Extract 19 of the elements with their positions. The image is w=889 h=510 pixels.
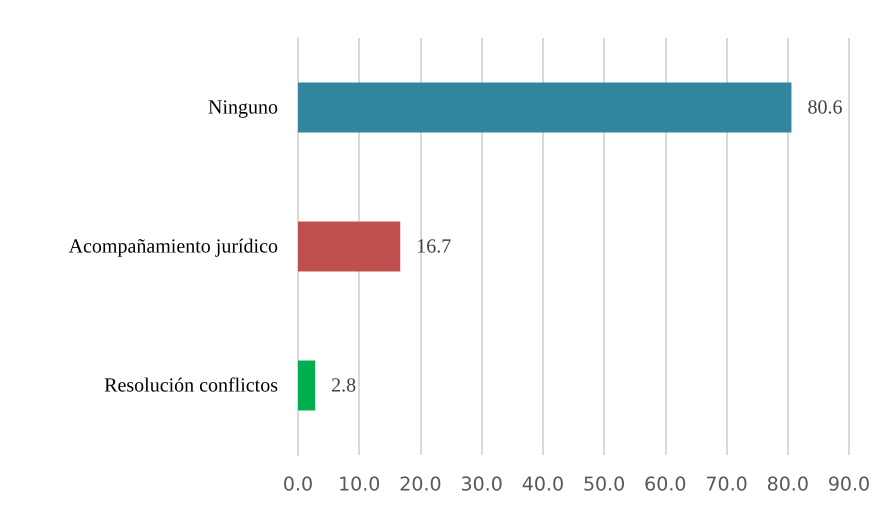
- x-tick-label: 10.0: [338, 474, 380, 496]
- x-tick-label: 90.0: [828, 474, 870, 496]
- x-tick-label: 50.0: [582, 474, 626, 496]
- data-label: 80.6: [807, 96, 842, 118]
- x-tick-label: 0.0: [282, 474, 314, 496]
- bar: [298, 222, 400, 272]
- data-label: 2.8: [331, 374, 356, 396]
- bar: [298, 82, 792, 132]
- y-tick-label: Ninguno: [208, 96, 278, 118]
- x-tick-label: 40.0: [522, 474, 564, 496]
- x-tick-label: 70.0: [705, 474, 748, 496]
- bar: [298, 360, 316, 410]
- x-tick-label: 30.0: [460, 474, 503, 496]
- data-label: 16.7: [416, 236, 452, 258]
- y-tick-label: Resolución conflictos: [104, 374, 278, 396]
- x-tick-label: 20.0: [399, 474, 442, 496]
- x-tick-label: 60.0: [644, 474, 686, 496]
- y-tick-label: Acompañamiento jurídico: [68, 236, 278, 258]
- x-tick-label: 80.0: [766, 474, 809, 496]
